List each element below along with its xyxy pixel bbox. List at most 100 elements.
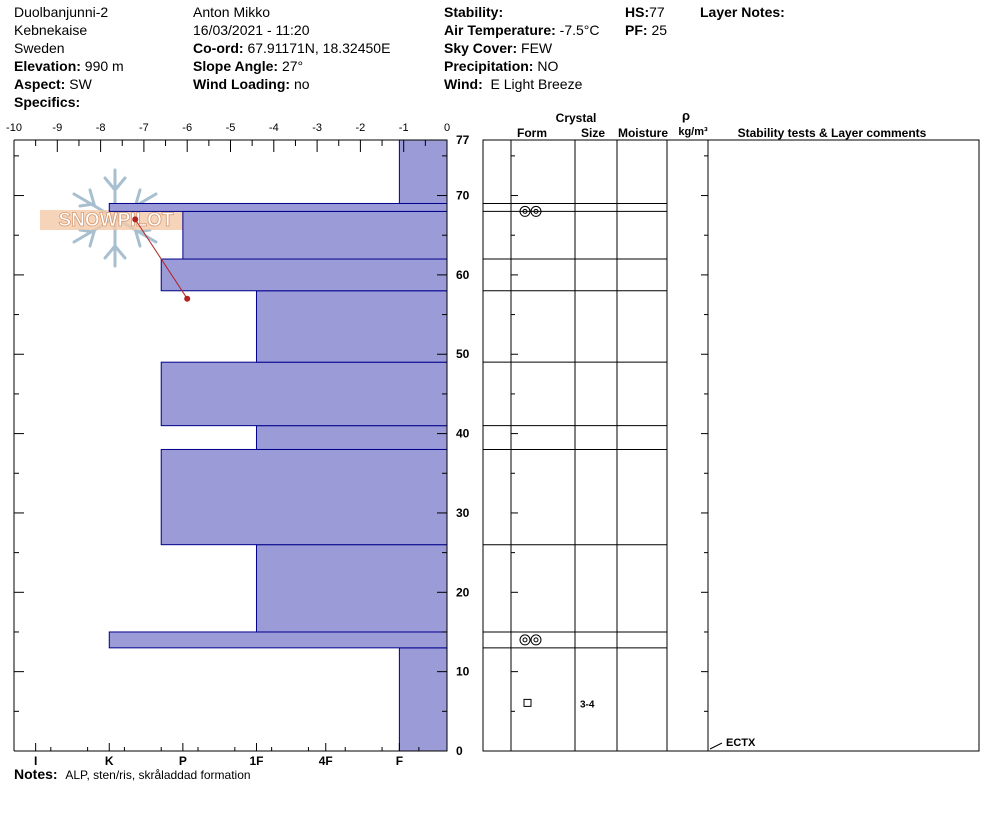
height-tick-label: 0 bbox=[456, 744, 463, 758]
elevation-row: Elevation: 990 m bbox=[14, 58, 124, 74]
hardness-bar bbox=[182, 210, 448, 260]
header-density-unit: kg/m³ bbox=[678, 126, 708, 138]
height-tick-label: 40 bbox=[456, 427, 470, 441]
header-crystal: Crystal bbox=[556, 111, 597, 125]
melt-forms-icon bbox=[519, 205, 542, 217]
header-size: Size bbox=[581, 126, 605, 140]
hardness-bar bbox=[398, 139, 448, 204]
header-rho: ρ bbox=[682, 108, 690, 123]
snowpack-info: HS:77 PF: 25 bbox=[625, 3, 667, 39]
hardness-bar bbox=[160, 361, 448, 427]
temp-tick-label: -8 bbox=[96, 122, 106, 134]
hardness-bar bbox=[255, 425, 448, 450]
elevation-value: 990 m bbox=[84, 58, 124, 74]
temperature-point bbox=[184, 295, 191, 302]
hs-value: 77 bbox=[649, 4, 665, 20]
pf-row: PF: 25 bbox=[625, 22, 668, 38]
crystal-size: 3-4 bbox=[580, 699, 595, 710]
header-moisture: Moisture bbox=[618, 126, 668, 140]
aspect-row: Aspect: SW bbox=[14, 76, 92, 92]
height-tick-label: 20 bbox=[456, 585, 470, 599]
hardness-bar bbox=[108, 202, 448, 212]
hardness-temperature-plot: -10 -9 -8 -7 -6 -5 -4 -3 -2 -1 0I K P 1F 4F F0102030405… bbox=[6, 122, 470, 768]
snowpilot-logo: SNOWPILOT bbox=[40, 168, 192, 268]
wind-loading-row: Wind Loading: no bbox=[193, 76, 310, 92]
slope-value: 27° bbox=[281, 58, 304, 74]
hardness-tick-label: P bbox=[179, 754, 187, 768]
header-stability-tests: Stability tests & Layer comments bbox=[738, 126, 927, 140]
notes-text: ALP, sten/ris, skråladdad formation bbox=[65, 768, 251, 782]
melt-grain-outer bbox=[530, 205, 542, 217]
wind-row: Wind: E Light Breeze bbox=[444, 76, 583, 92]
observer-info: Anton Mikko 16/03/2021 - 11:20 Co-ord: 6… bbox=[193, 3, 390, 93]
melt-grain-outer bbox=[519, 205, 531, 217]
slope-row: Slope Angle: 27° bbox=[193, 58, 304, 74]
specifics-row: Specifics: bbox=[14, 94, 81, 110]
hardness-bar bbox=[255, 290, 448, 363]
test-label: ECTX bbox=[726, 737, 756, 749]
temp-tick-label: -2 bbox=[356, 122, 366, 134]
sky-row: Sky Cover: FEW bbox=[444, 40, 553, 56]
pf-value: 25 bbox=[651, 22, 668, 38]
hardness-tick-label: F bbox=[396, 754, 403, 768]
logo-text: SNOWPILOT bbox=[58, 210, 173, 231]
temp-tick-label: -7 bbox=[139, 122, 149, 134]
height-tick-label: 70 bbox=[456, 189, 470, 203]
hardness-bar bbox=[255, 544, 448, 633]
temp-tick-label: -3 bbox=[312, 122, 322, 134]
wind-value: E Light Breeze bbox=[490, 76, 583, 92]
hardness-tick-label: 4F bbox=[319, 754, 333, 768]
precip-value: NO bbox=[537, 58, 559, 74]
melt-grain-inner bbox=[533, 208, 539, 214]
stability-row: Stability: bbox=[444, 4, 504, 20]
hardness-bar bbox=[160, 258, 448, 292]
notes-label: Notes: bbox=[14, 766, 58, 782]
layer-table: Crystal Form Size Moisture ρ kg/m³ Stability t… bbox=[482, 108, 980, 752]
site-country: Sweden bbox=[14, 40, 65, 56]
melt-grain-outer bbox=[519, 634, 531, 646]
melt-grain-inner bbox=[522, 637, 528, 643]
temp-tick-label: -5 bbox=[226, 122, 236, 134]
coord-value: 67.91171N, 18.32450E bbox=[247, 40, 391, 56]
notes-row: Notes: ALP, sten/ris, skråladdad formati… bbox=[14, 766, 251, 782]
header-form: Form bbox=[517, 126, 547, 140]
coord-row: Co-ord: 67.91171N, 18.32450E bbox=[193, 40, 391, 56]
table-frame bbox=[482, 139, 980, 752]
temp-tick-label: 0 bbox=[444, 122, 450, 134]
height-tick-label: 30 bbox=[456, 506, 470, 520]
height-tick-label: 60 bbox=[456, 268, 470, 282]
hardness-bar bbox=[108, 631, 448, 649]
observer-name: Anton Mikko bbox=[193, 4, 271, 20]
temp-tick-label: -4 bbox=[269, 122, 279, 134]
air-temp-row: Air Temperature: -7.5°C bbox=[444, 22, 600, 38]
site-info: Duolbanjunni-2 Kebnekaise Sweden Elevati… bbox=[14, 3, 124, 111]
sky-value: FEW bbox=[521, 40, 553, 56]
melt-grain-outer bbox=[530, 634, 542, 646]
hardness-tick-label: K bbox=[105, 754, 114, 768]
test-pointer bbox=[709, 742, 723, 750]
height-tick-label: 77 bbox=[456, 133, 470, 147]
site-name: Duolbanjunni-2 bbox=[14, 4, 109, 20]
temperature-line bbox=[134, 219, 188, 299]
observation-datetime: 16/03/2021 - 11:20 bbox=[193, 22, 310, 38]
conditions-info: Stability: Air Temperature: -7.5°C Sky C… bbox=[444, 3, 600, 93]
logo-banner bbox=[40, 210, 192, 230]
faceted-icon bbox=[523, 698, 532, 707]
hardness-bar bbox=[398, 647, 448, 752]
height-tick-label: 50 bbox=[456, 347, 470, 361]
layer-notes-heading: Layer Notes: bbox=[700, 4, 785, 20]
hs-row: HS:77 bbox=[625, 4, 665, 20]
hardness-bar bbox=[160, 448, 448, 546]
height-tick-label: 10 bbox=[456, 665, 470, 679]
melt-grain-inner bbox=[522, 208, 528, 214]
temp-tick-label: -10 bbox=[6, 122, 22, 134]
temp-tick-label: -9 bbox=[52, 122, 62, 134]
wind-loading-value: no bbox=[293, 76, 310, 92]
temp-tick-label: -6 bbox=[182, 122, 192, 134]
melt-forms-icon bbox=[519, 634, 542, 646]
hardness-tick-label: I bbox=[34, 754, 37, 768]
aspect-value: SW bbox=[69, 76, 92, 92]
air-temp-value: -7.5°C bbox=[559, 22, 600, 38]
site-region: Kebnekaise bbox=[14, 22, 88, 38]
